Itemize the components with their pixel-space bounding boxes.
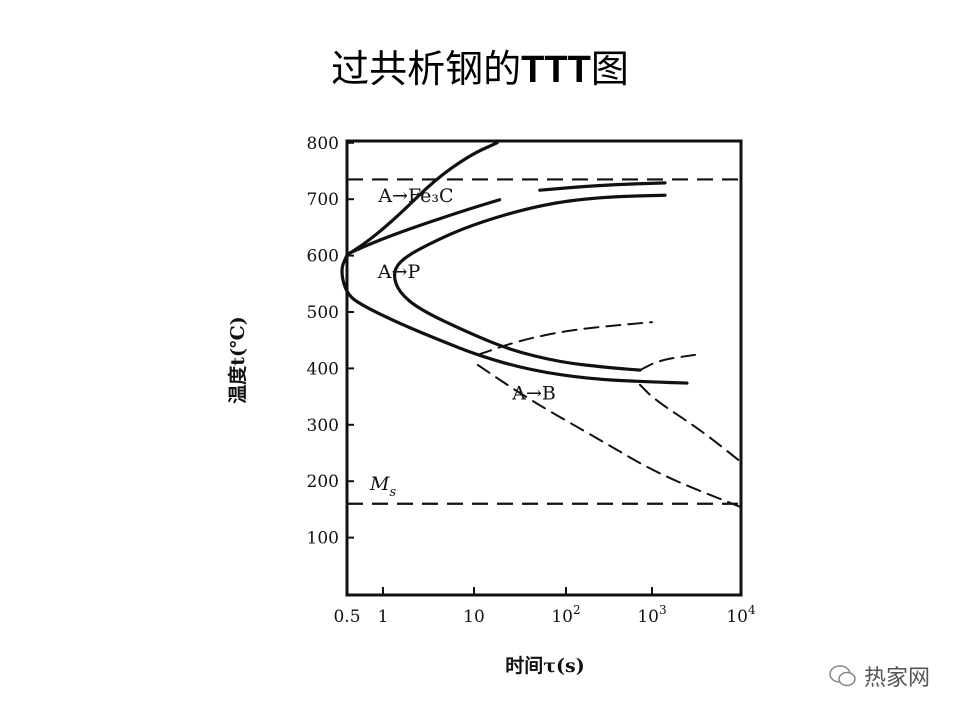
y-tick-label: 100	[307, 529, 339, 549]
y-axis-label: 温度t(℃)	[226, 316, 249, 404]
annotation-label: A→B	[511, 382, 556, 404]
curve-bainite-right-upper	[638, 353, 696, 372]
title-latin: TTT	[521, 49, 591, 91]
curve-Fe3C-start	[345, 141, 499, 257]
axis-ticks: 100 200 300 400 500 600 700 800 0.5 1 10 102 103 104	[307, 134, 756, 627]
y-tick-label: 700	[307, 190, 339, 210]
watermark: 热家网	[828, 660, 930, 692]
watermark-text: 热家网	[863, 666, 930, 691]
y-tick-label: 600	[307, 247, 339, 267]
curve-Fe3C-arrow-line	[538, 181, 667, 192]
curve-bainite-upper	[476, 321, 653, 356]
ms-label: Ms	[369, 473, 396, 500]
x-tick-label: 10	[463, 607, 485, 627]
curve-transformation-finish	[392, 193, 667, 372]
x-axis-label: 时间τ(s)	[505, 655, 584, 677]
y-tick-label: 400	[307, 359, 339, 379]
title-end: 图	[590, 47, 629, 91]
x-tick-label: 104	[726, 603, 756, 627]
curve-bainite-finish	[638, 383, 742, 464]
annotation-label: A→P	[377, 261, 421, 283]
x-tick-label: 1	[378, 607, 389, 627]
curves	[340, 141, 742, 509]
annotation-label: A→Fe₃C	[377, 185, 453, 207]
y-tick-label: 800	[307, 134, 339, 154]
y-tick-label: 300	[307, 416, 339, 436]
curve-Fe3C-line	[348, 198, 502, 255]
x-tick-label: 103	[637, 603, 666, 627]
wechat-icon	[829, 665, 856, 687]
y-tick-label: 500	[307, 303, 339, 323]
page-title: 过共析钢的TTT图	[0, 38, 960, 93]
title-cn: 过共析钢的	[331, 47, 522, 91]
x-tick-label: 0.5	[333, 607, 360, 627]
curve-transformation-start	[340, 253, 689, 385]
curve-bainite-start-lower	[476, 364, 742, 509]
x-tick-label: 102	[551, 603, 580, 627]
y-tick-label: 200	[307, 472, 339, 492]
